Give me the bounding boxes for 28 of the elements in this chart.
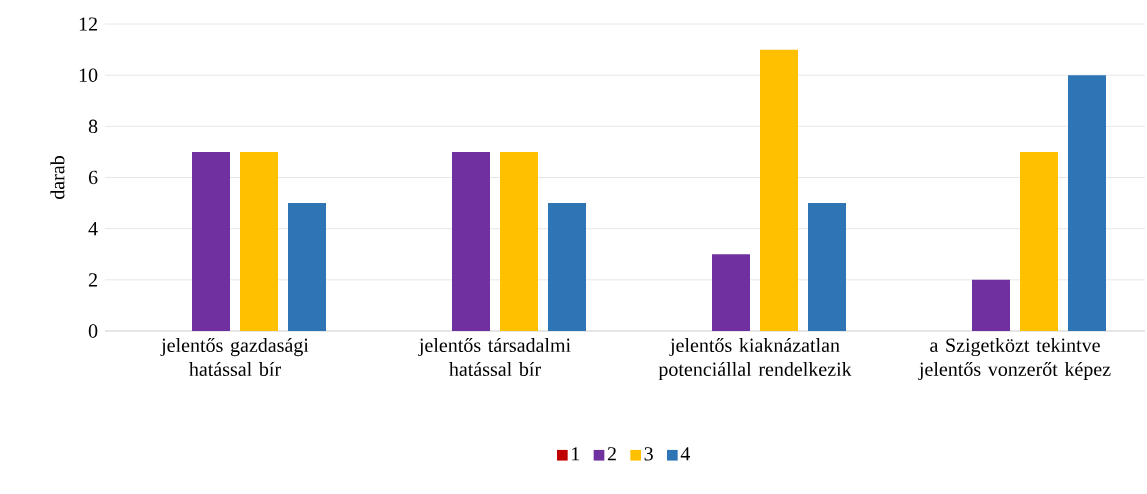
bar	[192, 151, 230, 331]
y-tick-label: 12	[79, 17, 97, 31]
bar	[972, 279, 1011, 331]
bar	[1068, 75, 1106, 331]
y-tick-label: 0	[88, 324, 98, 338]
legend-label: 3	[644, 447, 653, 461]
x-tick-label: jelentős gazdasági hatással bír	[160, 337, 309, 377]
y-tick-label: 8	[88, 119, 98, 134]
x-tick-label: jelentős kiaknázatlan potenciállal rendelkezik	[658, 337, 852, 381]
bar	[548, 203, 586, 331]
bar	[240, 151, 278, 331]
x-tick-label: jelentős társadalmi hatással bír	[418, 337, 571, 377]
bar	[288, 203, 326, 331]
y-tick-label: 4	[88, 222, 98, 236]
legend-label: 1	[572, 447, 580, 461]
bar	[808, 203, 846, 331]
y-tick-label: 10	[79, 68, 98, 82]
y-tick-label: 6	[88, 170, 98, 185]
bar	[712, 254, 750, 331]
legend-label: 2	[607, 447, 616, 461]
x-tick-label: a Szigetközt tekintve jelentős vonzerőt képez	[918, 337, 1111, 381]
bar	[452, 151, 490, 331]
bar	[760, 49, 798, 331]
y-tick-label: 2	[88, 273, 97, 287]
bar	[500, 151, 538, 331]
y-axis-title: darab	[50, 156, 65, 199]
legend-label: 4	[680, 447, 691, 461]
bar	[1020, 151, 1058, 331]
